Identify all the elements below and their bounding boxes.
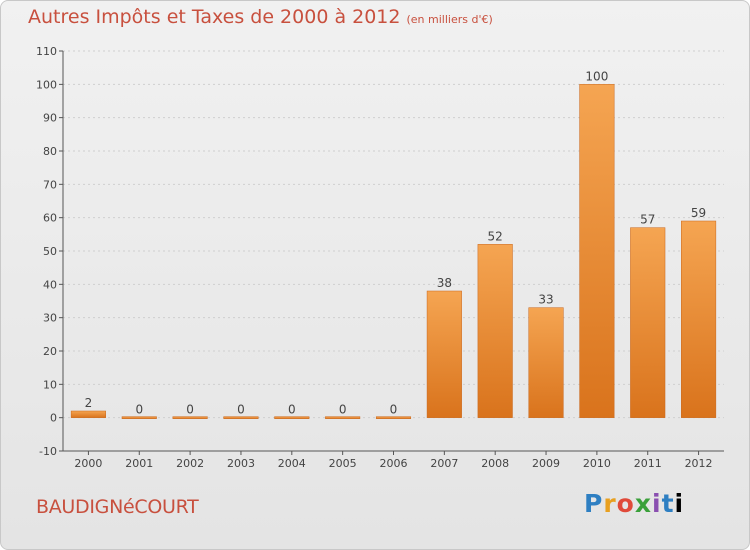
y-tick-label: 90 xyxy=(43,112,57,125)
x-tick-label: 2004 xyxy=(278,457,306,470)
y-tick-label: -10 xyxy=(39,445,57,458)
x-tick-label: 2005 xyxy=(329,457,357,470)
bar-2012 xyxy=(681,220,717,418)
bar-2000 xyxy=(70,410,106,418)
x-tick-label: 2008 xyxy=(481,457,509,470)
y-tick-label: 60 xyxy=(43,212,57,225)
bar-2008 xyxy=(477,244,513,418)
data-label-2007: 38 xyxy=(437,276,452,290)
bar-2006 xyxy=(375,416,412,419)
x-tick-label: 2009 xyxy=(532,457,560,470)
y-tick-label: 80 xyxy=(43,145,57,158)
data-label-2003: 0 xyxy=(237,403,245,417)
data-label-2001: 0 xyxy=(135,403,143,417)
y-tick-label: 40 xyxy=(43,278,57,291)
grid-lines xyxy=(63,50,724,419)
x-tick-label: 2011 xyxy=(634,457,662,470)
y-tick-label: 30 xyxy=(43,312,57,325)
x-tick-label: 2007 xyxy=(430,457,458,470)
y-tick-label: 100 xyxy=(36,78,57,91)
bar-2005 xyxy=(325,416,361,419)
data-label-2000: 2 xyxy=(85,396,93,410)
data-label-2005: 0 xyxy=(339,403,347,417)
data-label-2004: 0 xyxy=(288,403,296,417)
x-tick-label: 2006 xyxy=(380,457,408,470)
bars xyxy=(70,84,717,419)
bar-2002 xyxy=(172,416,208,419)
y-tick-label: 70 xyxy=(43,178,57,191)
y-tick-label: 20 xyxy=(43,345,57,358)
y-tick-label: 110 xyxy=(36,45,57,58)
chart-subtitle: (en milliers d'€) xyxy=(406,13,493,26)
data-labels: 2 0 0 0 0 0 0 38 52 33 100 57 59 xyxy=(85,69,707,416)
y-tick-label: 10 xyxy=(43,378,57,391)
bar-2011 xyxy=(630,227,666,418)
chart-title-text: Autres Impôts et Taxes de 2000 à 2012 xyxy=(28,6,401,28)
y-tick-label: 0 xyxy=(50,412,57,425)
data-label-2006: 0 xyxy=(390,403,398,417)
chart-title: Autres Impôts et Taxes de 2000 à 2012 (en… xyxy=(28,6,493,28)
data-label-2009: 33 xyxy=(538,293,553,307)
proxiti-logo: Proxiti xyxy=(584,489,685,518)
bar-2010 xyxy=(579,84,615,418)
data-label-2011: 57 xyxy=(640,213,655,227)
y-tick-label: 50 xyxy=(43,245,57,258)
commune-name: BAUDIGNéCOURT xyxy=(36,496,199,518)
x-tick-label: 2001 xyxy=(125,457,153,470)
bar-2001 xyxy=(121,416,157,419)
bar-2007 xyxy=(426,290,462,418)
x-tick-label: 2003 xyxy=(227,457,255,470)
bar-2009 xyxy=(528,307,564,418)
x-tick-label: 2002 xyxy=(176,457,204,470)
data-label-2010: 100 xyxy=(585,69,608,83)
x-tick-label: 2012 xyxy=(685,457,713,470)
data-label-2002: 0 xyxy=(186,403,194,417)
bar-2003 xyxy=(223,416,259,419)
data-label-2008: 52 xyxy=(488,229,503,243)
data-label-2012: 59 xyxy=(691,206,706,220)
bar-2004 xyxy=(274,416,310,419)
x-tick-label: 2000 xyxy=(74,457,102,470)
x-tick-label: 2010 xyxy=(583,457,611,470)
